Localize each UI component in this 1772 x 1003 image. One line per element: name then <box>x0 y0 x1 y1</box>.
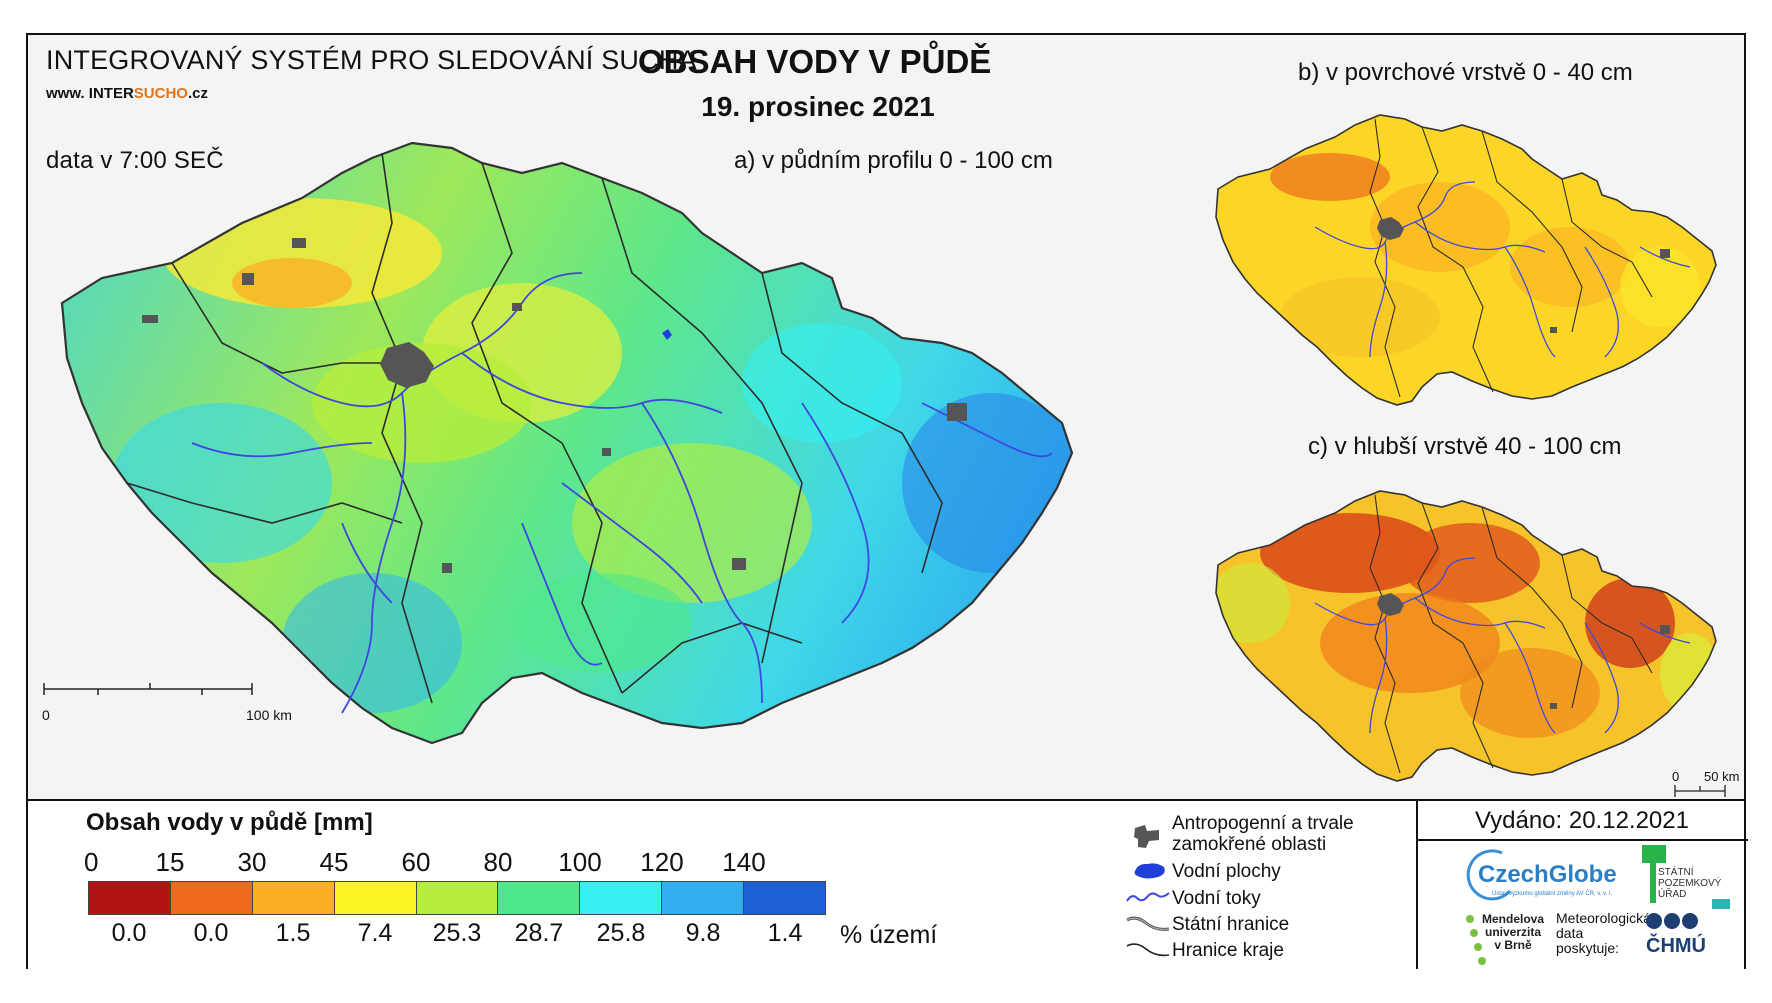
surface-layer-map <box>1215 114 1717 406</box>
mendel-line-3: v Brně <box>1494 938 1532 952</box>
symbol-row: Antropogenní a trvale zamokřené oblasti <box>1122 813 1422 859</box>
deep-map-label: c) v hlubší vrstvě 40 - 100 cm <box>1308 433 1622 460</box>
map-sheet: INTEGROVANÝ SYSTÉM PRO SLEDOVÁNÍ SUCHA w… <box>26 33 1748 971</box>
legend-percent-unit: % území <box>840 921 938 949</box>
met-line-3: poskytuje: <box>1556 940 1620 956</box>
legend-tick-label: 140 <box>722 847 766 877</box>
symbol-label: Hranice kraje <box>1172 940 1284 961</box>
legend-percent-row: 0.0 0.0 1.5 7.4 25.3 28.7 25.8 9.8 1.4 <box>28 919 828 953</box>
legend-color-cell <box>580 882 663 914</box>
symbol-row: Vodní toky <box>1122 885 1422 911</box>
legend-color-cell <box>334 882 417 914</box>
water-body-icon <box>1132 861 1168 886</box>
symbol-label: Vodní plochy <box>1172 861 1281 882</box>
legend-tick-label: 120 <box>640 847 684 877</box>
legend-color-cell <box>498 882 581 914</box>
legend-tick-label: 0 <box>84 847 99 877</box>
legend-tick-label: 80 <box>483 847 513 877</box>
legend-percent-value: 7.4 <box>357 919 393 947</box>
urban-area-icon <box>1132 823 1162 848</box>
river-icon <box>1126 889 1170 910</box>
symbol-row: Státní hranice <box>1122 911 1422 937</box>
legend-color-bar <box>88 881 826 915</box>
legend-color-cell <box>170 882 253 914</box>
legend-percent-value: 0.0 <box>111 919 147 947</box>
symbol-label: Vodní toky <box>1172 888 1261 909</box>
main-soil-water-map <box>43 141 1074 745</box>
met-data-label: Meteorologická data poskytuje: <box>1556 911 1651 956</box>
legend-color-cell <box>744 882 826 914</box>
map-date: 19. prosinec 2021 <box>701 91 935 122</box>
met-line-2: data <box>1556 925 1584 941</box>
legend-percent-value: 28.7 <box>514 919 564 947</box>
chmu-logo: ČHMÚ <box>1644 909 1724 965</box>
legend-tick-label: 30 <box>237 847 267 877</box>
main-scale-start: 0 <box>42 707 50 723</box>
legend-panel: Obsah vody v půdě [mm] 0 15 30 45 60 80 100 120… <box>28 799 1748 971</box>
legend-percent-value: 9.8 <box>685 919 721 947</box>
legend-tick-label: 100 <box>558 847 602 877</box>
met-line-1: Meteorologická <box>1556 910 1651 926</box>
issued-panel: Vydáno: 20.12.2021 CzechGlobe Ústav výzk… <box>1416 801 1748 969</box>
mendel-line-1: Mendelova <box>1482 912 1545 926</box>
legend-ticks: 0 15 30 45 60 80 100 120 140 <box>28 847 828 881</box>
legend-tick-label: 45 <box>319 847 349 877</box>
spu-line-1: STÁTNÍ <box>1658 867 1694 878</box>
system-name: INTEGROVANÝ SYSTÉM PRO SLEDOVÁNÍ SUCHA <box>46 45 697 75</box>
symbol-row: Hranice kraje <box>1122 937 1422 963</box>
issued-date: Vydáno: 20.12.2021 <box>1475 807 1689 834</box>
legend-color-cell <box>89 882 171 914</box>
spu-line-3: ÚŘAD <box>1658 889 1687 900</box>
small-scale-end: 50 km <box>1704 769 1740 784</box>
czechglobe-name: CzechGlobe <box>1478 861 1617 888</box>
mendel-line-2: univerzita <box>1485 925 1542 939</box>
legend-tick-label: 15 <box>155 847 185 877</box>
legend-percent-value: 1.4 <box>767 919 803 947</box>
deep-layer-map <box>1215 490 1726 797</box>
legend-percent-value: 25.3 <box>432 919 482 947</box>
legend-percent-value: 1.5 <box>275 919 311 947</box>
main-scale-bar <box>43 683 253 695</box>
website-brand: SUCHO <box>133 85 188 102</box>
data-time: data v 7:00 SEČ <box>46 147 224 174</box>
website-link[interactable]: www. INTERSUCHO.cz <box>46 85 208 102</box>
legend-percent-value: 0.0 <box>193 919 229 947</box>
state-border-icon <box>1126 915 1170 938</box>
spu-line-2: POZEMKOVÝ <box>1658 878 1722 889</box>
surface-map-label: b) v povrchové vrstvě 0 - 40 cm <box>1298 59 1633 86</box>
legend-title: Obsah vody v půdě [mm] <box>86 809 373 836</box>
czechglobe-logo: CzechGlobe Ústav výzkumu globální změny … <box>1462 847 1617 905</box>
symbols-legend: Antropogenní a trvale zamokřené oblasti … <box>1122 813 1422 963</box>
page-title: OBSAH VODY V PŮDĚ <box>638 43 992 80</box>
spu-logo: STÁTNÍ POZEMKOVÝ ÚŘAD <box>1642 845 1732 909</box>
main-scale-end: 100 km <box>246 707 292 723</box>
prague-urban-area <box>380 342 434 388</box>
legend-color-cell <box>416 882 499 914</box>
website-prefix: www. INTER <box>46 85 134 102</box>
legend-color-cell <box>252 882 335 914</box>
main-map-label: a) v půdním profilu 0 - 100 cm <box>734 147 1053 174</box>
legend-color-cell <box>662 882 745 914</box>
region-border-icon <box>1126 941 1170 964</box>
mendel-university-logo: Mendelova univerzita v Brně <box>1462 911 1552 967</box>
small-scale-start: 0 <box>1672 769 1680 784</box>
symbol-label: Antropogenní a trvale zamokřené oblasti <box>1172 813 1354 855</box>
legend-percent-value: 25.8 <box>596 919 646 947</box>
chmu-name: ČHMÚ <box>1646 935 1706 957</box>
czechglobe-subtitle: Ústav výzkumu globální změny AV ČR, v. v… <box>1492 891 1613 897</box>
symbol-row: Vodní plochy <box>1122 859 1422 885</box>
website-suffix: .cz <box>187 85 208 102</box>
symbol-label: Státní hranice <box>1172 914 1290 935</box>
small-scale-bar <box>1674 785 1726 797</box>
legend-tick-label: 60 <box>401 847 431 877</box>
